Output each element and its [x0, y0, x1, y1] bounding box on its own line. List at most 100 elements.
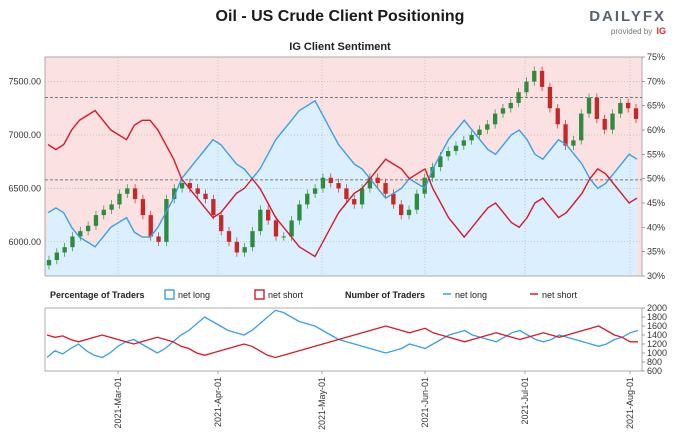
legend-swatch-box	[254, 289, 265, 300]
candle-body	[438, 156, 443, 168]
candle-body	[109, 204, 114, 210]
x-tick-label: 2021-Apr-01	[213, 377, 223, 427]
y-left-tick-label: 7000.00	[8, 130, 41, 140]
candle-body	[172, 188, 177, 200]
candle-body	[46, 259, 52, 266]
net-long-pct-line	[47, 99, 638, 248]
candle-body	[226, 231, 232, 242]
candle-body	[62, 247, 67, 253]
candle-body	[164, 199, 169, 242]
brand-logo: DAILYFX provided by IG	[589, 8, 666, 36]
y-left-tick-label: 6000.00	[8, 237, 41, 247]
candle-body	[148, 215, 153, 237]
candle-body	[532, 70, 537, 82]
brand-name: DAILYFX	[589, 8, 666, 25]
candle-body	[117, 193, 122, 205]
long-area-fill	[45, 100, 637, 276]
candle-body	[273, 220, 279, 237]
lower-y-tick-label: 2000	[647, 303, 667, 313]
candle-body	[547, 86, 553, 109]
candle-body	[422, 177, 427, 194]
y-left-tick-label: 7500.00	[8, 77, 41, 87]
candle-body	[140, 199, 146, 216]
candle-body	[406, 209, 412, 216]
candle-body	[375, 177, 380, 184]
candle-body	[265, 209, 271, 221]
legend-label: Number of Traders	[345, 290, 425, 300]
candle-body	[101, 209, 106, 216]
legend-label: net long	[178, 290, 210, 300]
plot-frame	[44, 56, 643, 277]
candle-body	[305, 193, 310, 205]
candle-body	[524, 81, 529, 93]
candle-body	[289, 220, 294, 237]
y-right-tick-label: 65%	[647, 101, 665, 111]
candle-body	[453, 145, 459, 152]
lower-y-tick-label: 1200	[647, 339, 667, 349]
candle-body	[610, 113, 615, 130]
candle-body	[203, 193, 208, 200]
candle-body	[618, 102, 623, 114]
candle-body	[211, 199, 216, 216]
lower-y-tick-label: 1600	[647, 321, 667, 331]
y-right-tick-label: 60%	[647, 125, 665, 135]
candle-body	[320, 177, 326, 189]
candle-body	[539, 70, 545, 87]
x-tick-label: 2021-Aug-01	[625, 377, 635, 429]
net-short-pct-line	[47, 109, 638, 258]
candle-body	[445, 151, 451, 157]
candle-body	[219, 215, 224, 232]
candle-body	[555, 108, 560, 125]
candle-body	[461, 140, 466, 146]
provided-by-text: provided by	[610, 27, 653, 36]
ig-logo: IG	[656, 26, 666, 36]
y-right-tick-label: 70%	[647, 76, 665, 86]
candle-body	[85, 225, 91, 232]
candle-body	[336, 183, 341, 189]
candle-body	[187, 183, 193, 189]
candle-body	[594, 97, 600, 119]
candle-body	[258, 209, 263, 232]
chart-title: Oil - US Crude Client Positioning	[215, 8, 465, 25]
candle-body	[391, 193, 396, 205]
x-tick-label: 2021-Jun-01	[420, 377, 430, 428]
candle-body	[586, 97, 592, 114]
candle-body	[383, 183, 388, 194]
candle-body	[414, 193, 420, 210]
candle-body	[195, 188, 200, 194]
candle-body	[281, 236, 286, 238]
legend: Percentage of Traders net long net short Nu…	[50, 289, 578, 300]
net-short-count-line	[46, 325, 638, 359]
y-right-tick-label: 30%	[647, 271, 665, 281]
candle-body	[485, 124, 490, 130]
y-right-tick-label: 75%	[647, 52, 665, 62]
candle-body	[516, 92, 521, 103]
candle-body	[156, 236, 161, 242]
candle-body	[125, 188, 130, 194]
y-right-tick-label: 55%	[647, 149, 665, 159]
candle-body	[70, 236, 75, 248]
y-right-tick-label: 35%	[647, 247, 665, 257]
legend-swatch-box	[164, 289, 175, 300]
candle-body	[399, 204, 404, 216]
sentiment-panel: 6000.00 6500.00 7000.00 7500.00 30% 35% 40% 45%…	[8, 52, 665, 281]
candle-body	[242, 247, 247, 253]
legend-label: net long	[455, 290, 487, 300]
candle-body	[179, 183, 185, 189]
x-axis: 2021-Mar-01 2021-Apr-01 2021-May-01 2021-Ju…	[113, 57, 635, 430]
candle-body	[563, 124, 568, 146]
x-tick-label: 2021-Mar-01	[113, 377, 123, 429]
chart-subtitle: IG Client Sentiment	[289, 41, 391, 53]
candle-body	[93, 215, 99, 226]
candle-body	[633, 108, 639, 119]
y-left-tick-label: 6500.00	[8, 183, 41, 193]
y-right-tick-label: 50%	[647, 174, 665, 184]
lower-y-tick-label: 1000	[647, 348, 667, 358]
legend-label: net short	[542, 290, 578, 300]
candle-body	[469, 134, 474, 141]
candle-body	[132, 188, 138, 200]
legend-label: Percentage of Traders	[50, 290, 145, 300]
candle-body	[579, 113, 584, 141]
y-right-tick-label: 40%	[647, 222, 665, 232]
